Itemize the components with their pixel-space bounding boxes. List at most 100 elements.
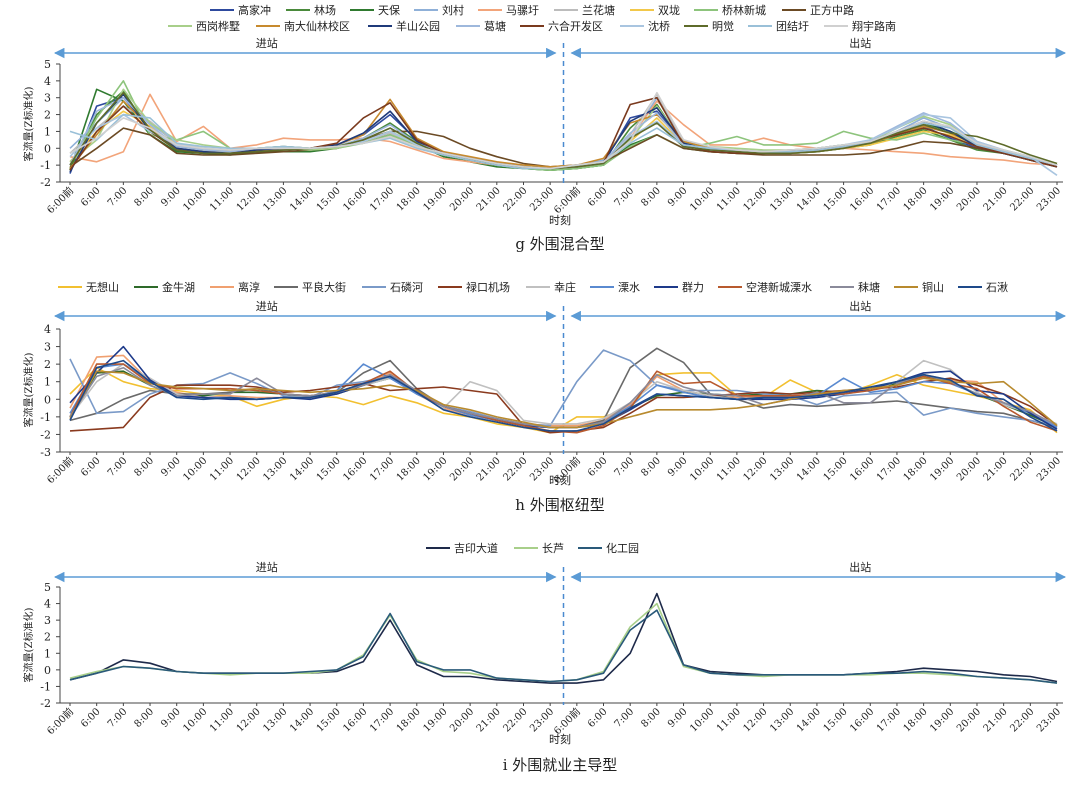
x-tick-label: 16:00	[341, 185, 369, 213]
x-tick-label: 21:00	[475, 455, 503, 483]
x-tick-label: 7:00	[613, 706, 637, 730]
x-tick-label: 18:00	[902, 185, 930, 213]
x-tick-label: 8:00	[132, 455, 156, 479]
legend-label: 溧水	[618, 280, 640, 294]
x-tick-label: 10:00	[688, 455, 716, 483]
x-tick-label: 15:00	[315, 455, 343, 483]
y-tick-label: 1	[44, 647, 51, 660]
x-tick-label: 16:00	[341, 455, 369, 483]
x-tick-label: 9:00	[159, 706, 183, 730]
x-tick-label: 15:00	[822, 185, 850, 213]
x-tick-label: 22:00	[501, 706, 529, 734]
x-tick-label: 8:00	[639, 706, 663, 730]
legend-label: 化工园	[606, 541, 639, 555]
x-tick-label: 13:00	[768, 455, 796, 483]
x-axis-label: 时刻	[549, 213, 571, 227]
x-tick-label: 6:00前	[551, 184, 583, 216]
y-tick-label: 5	[44, 58, 51, 71]
x-tick-label: 22:00	[501, 455, 529, 483]
x-tick-label: 16:00	[341, 706, 369, 734]
x-tick-label: 17:00	[875, 455, 903, 483]
x-tick-label: 20:00	[955, 185, 983, 213]
y-tick-label: 4	[44, 75, 51, 88]
x-tick-label: 10:00	[181, 185, 209, 213]
x-tick-label: 6:00	[79, 185, 103, 209]
legend-label: 葛塘	[484, 19, 506, 33]
legend-label: 吉印大道	[454, 541, 498, 555]
in-label: 进站	[256, 560, 278, 574]
x-tick-label: 13:00	[261, 185, 289, 213]
x-tick-label: 16:00	[848, 455, 876, 483]
y-axis-label: 客流量(Z标准化)	[22, 353, 35, 428]
x-tick-label: 15:00	[822, 455, 850, 483]
x-tick-label: 22:00	[1008, 455, 1036, 483]
legend-label: 正方中路	[810, 3, 854, 17]
x-tick-label: 8:00	[639, 185, 663, 209]
x-tick-label: 8:00	[132, 185, 156, 209]
legend-label: 平良大街	[302, 280, 346, 294]
x-tick-label: 8:00	[132, 706, 156, 730]
x-tick-label: 8:00	[639, 455, 663, 479]
legend-label: 无想山	[86, 280, 119, 294]
x-tick-label: 6:00	[79, 706, 103, 730]
legend-label: 禄口机场	[466, 280, 510, 294]
x-tick-label: 19:00	[421, 706, 449, 734]
legend-label: 马骡圩	[506, 4, 539, 17]
legend-label: 天保	[378, 3, 400, 17]
x-axis-label: 时刻	[549, 732, 571, 746]
legend-label: 南大仙林校区	[284, 19, 350, 33]
legend-label: 秣塘	[858, 280, 880, 294]
x-tick-label: 18:00	[395, 455, 423, 483]
x-tick-label: 19:00	[421, 455, 449, 483]
y-tick-label: 3	[44, 341, 51, 354]
panel-caption: g 外围混合型	[515, 235, 604, 253]
x-tick-label: 14:00	[288, 185, 316, 213]
x-tick-label: 11:00	[715, 185, 743, 213]
in-label: 进站	[256, 36, 278, 50]
legend-label: 六合开发区	[548, 19, 603, 33]
x-tick-label: 9:00	[159, 185, 183, 209]
x-tick-label: 13:00	[261, 706, 289, 734]
legend-label: 空港新城溧水	[746, 280, 812, 294]
y-tick-label: -1	[40, 411, 51, 424]
x-tick-label: 22:00	[501, 185, 529, 213]
x-tick-label: 14:00	[795, 706, 823, 734]
y-axis-label: 客流量(Z标准化)	[22, 87, 35, 162]
y-tick-label: -2	[40, 176, 51, 189]
panel-caption: i 外围就业主导型	[503, 756, 618, 774]
x-tick-label: 16:00	[848, 185, 876, 213]
x-tick-label: 9:00	[666, 185, 690, 209]
x-tick-label: 12:00	[235, 706, 263, 734]
legend-label: 明觉	[712, 20, 734, 33]
legend-label: 兰花塘	[582, 3, 615, 17]
legend-label: 离淳	[238, 280, 260, 294]
x-tick-label: 14:00	[795, 455, 823, 483]
x-tick-label: 17:00	[875, 706, 903, 734]
legend-label: 双垅	[658, 4, 680, 17]
x-tick-label: 22:00	[1008, 706, 1036, 734]
x-tick-label: 16:00	[848, 706, 876, 734]
x-tick-label: 18:00	[395, 706, 423, 734]
x-tick-label: 21:00	[982, 455, 1010, 483]
x-tick-label: 15:00	[315, 706, 343, 734]
x-tick-label: 19:00	[421, 185, 449, 213]
legend-label: 刘村	[442, 3, 464, 17]
legend-label: 幸庄	[554, 280, 576, 294]
y-tick-label: 0	[44, 142, 51, 155]
out-label: 出站	[849, 299, 871, 313]
y-tick-label: -2	[40, 428, 51, 441]
x-tick-label: 21:00	[982, 185, 1010, 213]
legend-label: 西岗桦墅	[196, 19, 240, 33]
x-tick-label: 21:00	[982, 706, 1010, 734]
x-tick-label: 11:00	[208, 706, 236, 734]
legend-label: 长芦	[542, 542, 564, 555]
y-axis-label: 客流量(Z标准化)	[22, 608, 35, 683]
y-tick-label: -3	[40, 446, 51, 459]
x-tick-label: 6:00	[79, 455, 103, 479]
x-axis-label: 时刻	[549, 473, 571, 487]
series-line-明觉	[69, 91, 1058, 170]
y-tick-label: 2	[44, 358, 51, 371]
